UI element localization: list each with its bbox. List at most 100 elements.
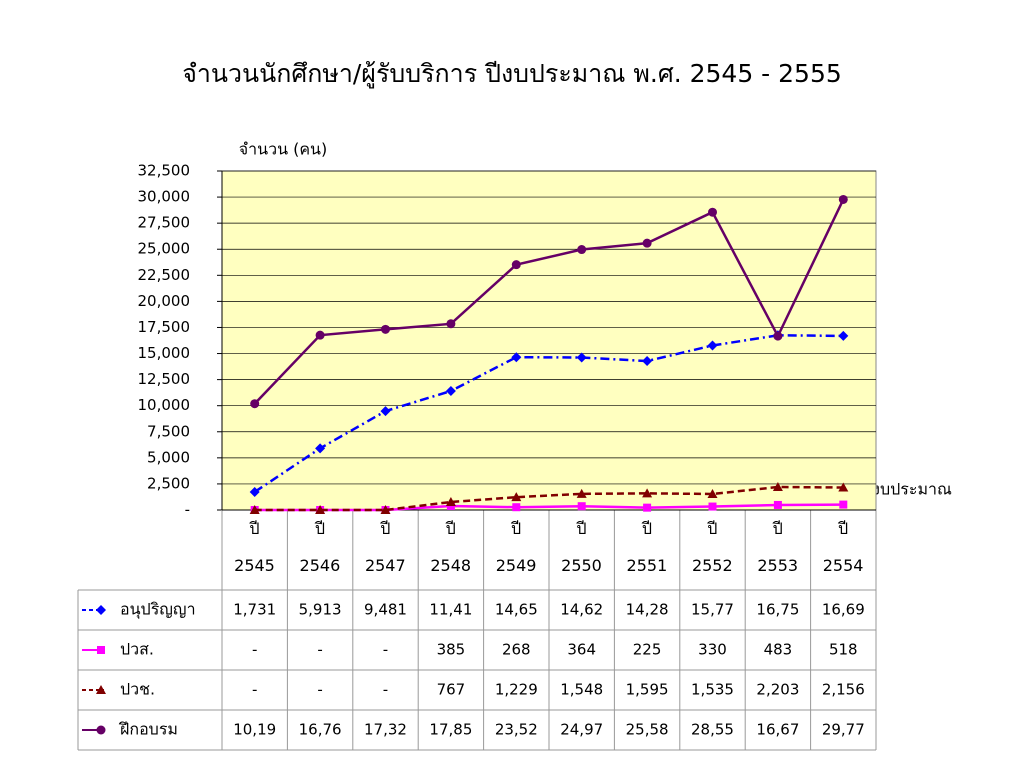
table-cell: 14,65 <box>495 601 538 619</box>
data-point <box>512 503 521 512</box>
data-point <box>315 443 326 454</box>
table-cell: - <box>383 681 388 699</box>
data-point <box>380 406 391 417</box>
series-line <box>253 198 845 405</box>
chart-title: จำนวนนักศึกษา/ผู้รับบริการ ปีงบประมาณ พ.… <box>182 59 842 89</box>
series-line <box>254 334 844 493</box>
table-cell: 28,55 <box>691 721 734 739</box>
table-cell: - <box>252 681 257 699</box>
data-point <box>381 324 390 334</box>
table-cell: 330 <box>698 641 727 659</box>
y-tick-label: 12,500 <box>138 370 191 388</box>
data-point <box>249 505 260 514</box>
table-cell: 385 <box>437 641 466 659</box>
x-tick-label: ปี 2549 <box>495 519 537 575</box>
data-point <box>707 488 718 498</box>
data-point <box>642 238 652 248</box>
y-tick-label: 7,500 <box>147 422 190 440</box>
data-point <box>380 505 391 514</box>
plot-area <box>221 170 877 511</box>
data-point <box>708 502 717 511</box>
data-point <box>249 486 260 497</box>
y-tick-label: 15,000 <box>138 344 191 362</box>
y-tick-label: 5,000 <box>147 448 190 466</box>
legend-label: อนุปริญญา <box>120 600 196 620</box>
x-tick-label: ปี 2552 <box>691 519 733 575</box>
x-tick-label: ปี 2545 <box>234 519 275 575</box>
table-cell: 14,62 <box>560 601 603 619</box>
table-cell: 1,229 <box>495 681 538 699</box>
y-tick-label: 20,000 <box>138 292 191 310</box>
table-cell: 17,32 <box>364 721 407 739</box>
data-point <box>707 340 718 351</box>
data-point <box>838 194 848 204</box>
table-cell: 1,535 <box>691 681 734 699</box>
y-tick-label: 30,000 <box>138 188 191 206</box>
legend-marker <box>96 725 106 735</box>
data-point <box>642 356 653 367</box>
x-tick-label: ปี 2546 <box>299 519 341 575</box>
data-point <box>838 482 849 492</box>
data-point <box>773 331 783 341</box>
table-cell: 16,69 <box>822 601 865 619</box>
table-cell: 1,595 <box>626 681 669 699</box>
legend-label: ปวช. <box>120 680 155 699</box>
y-axis-label: จำนวน (คน) <box>239 140 327 159</box>
data-point <box>315 505 326 514</box>
table-cell: 11,41 <box>429 601 472 619</box>
x-tick-label: ปี 2553 <box>757 519 799 575</box>
table-cell: 1,548 <box>560 681 603 699</box>
legend-label: ปวส. <box>120 640 154 659</box>
x-tick-label: ปี 2551 <box>626 519 668 575</box>
y-tick-label: 32,500 <box>138 162 191 180</box>
data-point <box>577 245 587 255</box>
data-point <box>773 500 782 509</box>
table-cell: 25,58 <box>626 721 669 739</box>
data-point <box>250 399 260 409</box>
data-point <box>772 482 783 492</box>
y-tick-label: 25,000 <box>138 240 191 258</box>
table-cell: 364 <box>567 641 596 659</box>
data-point <box>839 500 848 509</box>
table-cell: 29,77 <box>822 721 865 739</box>
data-point <box>511 352 522 363</box>
data-point <box>576 488 587 498</box>
data-point <box>708 207 717 217</box>
legend-marker <box>97 646 105 654</box>
x-tick-label: ปี 2547 <box>364 519 406 575</box>
table-cell: 5,913 <box>299 601 342 619</box>
data-point <box>511 492 522 502</box>
data-point <box>511 260 521 270</box>
table-cell: 16,67 <box>756 721 799 739</box>
table-cell: 17,85 <box>429 721 472 739</box>
data-point <box>576 352 587 363</box>
legend-label: ฝึกอบรม <box>119 720 178 739</box>
table-cell: - <box>317 681 322 699</box>
table-cell: 268 <box>502 641 531 659</box>
data-point <box>642 488 653 498</box>
table-cell: 767 <box>437 681 466 699</box>
table-cell: - <box>317 641 322 659</box>
table-cell: 2,203 <box>756 681 799 699</box>
table-cell: 14,28 <box>626 601 669 619</box>
x-axis-label: ปีงบประมาณ <box>862 480 952 499</box>
legend-marker <box>96 605 106 615</box>
y-tick-label: 22,500 <box>138 266 191 284</box>
table-cell: 518 <box>829 641 858 659</box>
data-point <box>315 330 325 340</box>
data-point <box>445 496 456 506</box>
x-tick-label: ปี 2548 <box>430 519 472 575</box>
table-cell: 24,97 <box>560 721 603 739</box>
y-tick-label: 27,500 <box>138 214 191 232</box>
table-cell: 16,76 <box>299 721 342 739</box>
data-point <box>446 319 456 329</box>
data-point <box>445 385 456 396</box>
series-line <box>254 503 844 512</box>
y-tick-label: 10,000 <box>138 396 191 414</box>
y-tick-label: - <box>185 501 190 519</box>
x-tick-label: ปี 2554 <box>822 519 864 575</box>
data-point <box>643 503 652 512</box>
y-tick-label: 2,500 <box>147 474 190 492</box>
